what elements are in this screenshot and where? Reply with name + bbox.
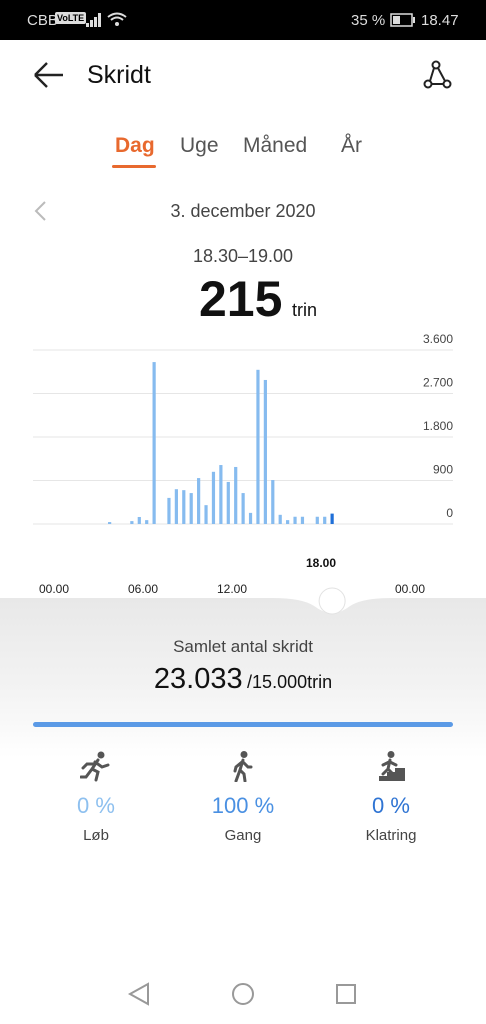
bar <box>300 516 305 524</box>
summary-background <box>0 598 486 1024</box>
bar <box>330 513 334 524</box>
y-tick-label: 2.700 <box>423 376 453 390</box>
summary-label: Samlet antal skridt <box>173 637 313 656</box>
bar <box>263 379 267 524</box>
run-icon <box>80 751 110 782</box>
walk-icon <box>233 751 253 782</box>
summary-goal: /15.000trin <box>247 672 333 692</box>
bar <box>167 497 171 524</box>
climb-icon <box>379 751 405 781</box>
bar <box>197 478 201 524</box>
y-tick-label: 0 <box>446 506 453 520</box>
battery-percent: 35 % <box>351 12 386 29</box>
share-button[interactable] <box>420 60 454 90</box>
page-title: Skridt <box>87 61 151 89</box>
summary-total-row: 23.033 /15.000trin <box>0 663 486 696</box>
previous-day[interactable] <box>33 200 49 222</box>
carrier: CBB <box>27 12 58 29</box>
nav-recents[interactable] <box>336 984 356 1004</box>
selected-value: 215 <box>199 271 283 327</box>
bar <box>226 481 230 524</box>
bar <box>271 480 275 524</box>
tab[interactable]: Dag <box>115 134 155 157</box>
bar <box>174 489 178 524</box>
cursor-label: 18.00 <box>306 556 336 570</box>
y-tick-label: 1.800 <box>423 419 453 433</box>
bar <box>256 369 260 524</box>
nav-back[interactable] <box>127 982 149 1006</box>
x-tick-label: 06.00 <box>128 582 158 596</box>
bar <box>219 465 223 524</box>
bar <box>130 521 134 524</box>
summary-total: 23.033 <box>153 663 243 695</box>
activity-label: Gang <box>224 827 262 844</box>
selected-range: 18.30–19.00 <box>192 246 294 266</box>
slider-knob[interactable] <box>318 587 346 615</box>
x-tick-label: 12.00 <box>217 582 247 596</box>
nav-home[interactable] <box>232 983 254 1005</box>
signal-wifi-icons <box>86 12 127 27</box>
bar <box>278 514 282 524</box>
activity-percent: 0 % <box>77 793 115 818</box>
bar <box>323 516 327 524</box>
activity-percent: 100 % <box>211 793 275 818</box>
tab[interactable]: Uge <box>180 134 219 157</box>
bar <box>286 520 290 524</box>
back-button[interactable] <box>32 60 66 90</box>
x-tick-label: 00.00 <box>39 582 69 596</box>
bar <box>189 493 193 524</box>
bar <box>211 471 216 524</box>
y-tick-label: 3.600 <box>423 332 453 346</box>
navigation-bar <box>127 982 356 1006</box>
activity-percent: 0 % <box>372 793 410 818</box>
bar <box>108 522 112 524</box>
activity-label: Klatring <box>365 827 417 844</box>
clock: 18.47 <box>421 12 459 29</box>
bar <box>137 516 141 524</box>
activity-label: Løb <box>83 827 109 844</box>
x-tick-label: 00.00 <box>395 582 425 596</box>
bar <box>293 516 297 524</box>
bar <box>248 512 253 524</box>
selected-unit: trin <box>292 300 318 320</box>
tab[interactable]: Måned <box>243 134 308 157</box>
bar <box>241 493 245 524</box>
tab[interactable]: År <box>341 134 362 157</box>
y-tick-label: 900 <box>433 463 453 477</box>
battery-icon <box>390 13 415 27</box>
bar <box>152 362 156 524</box>
network-badge: VoLTE <box>55 12 87 24</box>
progress-bar <box>33 722 453 727</box>
bar <box>182 490 186 524</box>
bar <box>145 520 149 524</box>
status-bar: CBB VoLTE 35 % 18.47 <box>0 0 486 40</box>
bar <box>234 466 238 524</box>
bar <box>204 505 208 524</box>
bar <box>315 516 319 524</box>
tab-indicator <box>112 165 156 168</box>
date: 3. december 2020 <box>170 201 316 221</box>
